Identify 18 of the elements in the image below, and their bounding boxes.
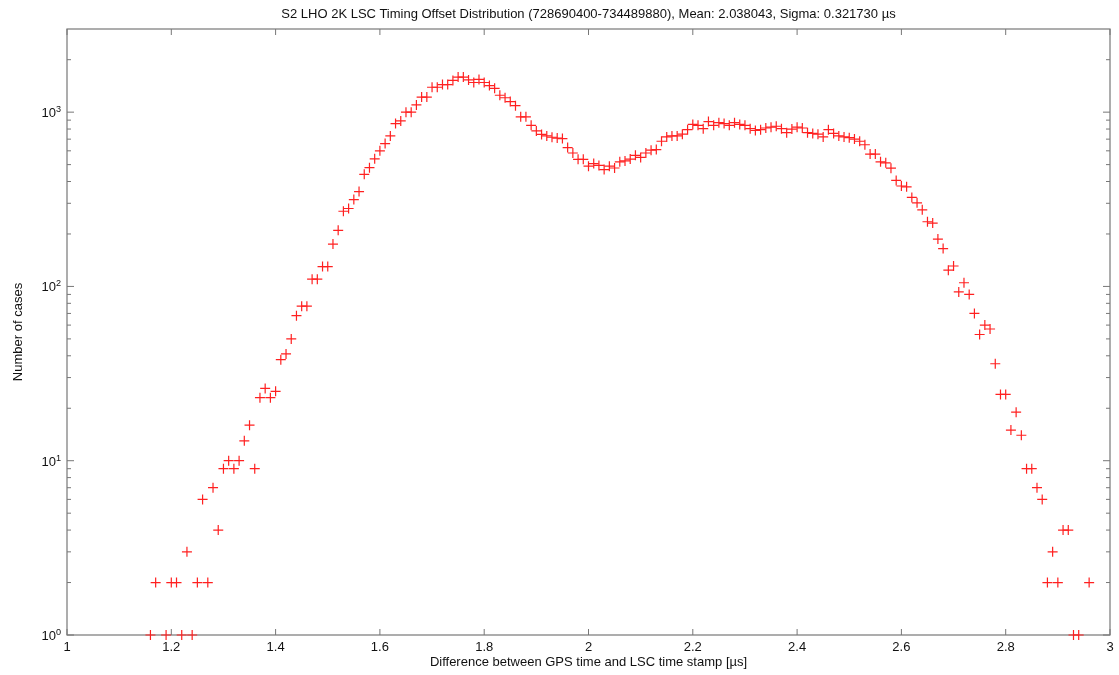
x-tick-label: 1 xyxy=(63,639,71,654)
x-tick-label: 2.4 xyxy=(788,639,807,654)
x-tick-label: 1.8 xyxy=(475,639,494,654)
y-tick-label: 10$^{3}$ xyxy=(41,104,61,121)
y-tick-label: 10$^{2}$ xyxy=(41,278,61,295)
y-tick-label: 10$^{0}$ xyxy=(41,627,61,643)
x-tick-label: 3 xyxy=(1106,639,1114,654)
x-tick-label: 1.4 xyxy=(266,639,285,654)
x-axis-title: Difference between GPS time and LSC time stamp [µs] xyxy=(429,654,748,669)
x-tick-label: 2.6 xyxy=(892,639,911,654)
y-axis-title: Number of cases xyxy=(10,282,25,382)
y-tick-label: 10$^{1}$ xyxy=(41,452,61,469)
x-tick-label: 2.8 xyxy=(996,639,1015,654)
chart-title: S2 LHO 2K LSC Timing Offset Distribution (728690400-734489880), Mean: 2.038043, Sigma: 0.321730 µs xyxy=(281,6,897,21)
x-tick-label: 2 xyxy=(584,639,593,654)
x-tick-label: 2.2 xyxy=(683,639,702,654)
x-tick-label: 1.2 xyxy=(162,639,181,654)
x-tick-label: 1.6 xyxy=(370,639,389,654)
